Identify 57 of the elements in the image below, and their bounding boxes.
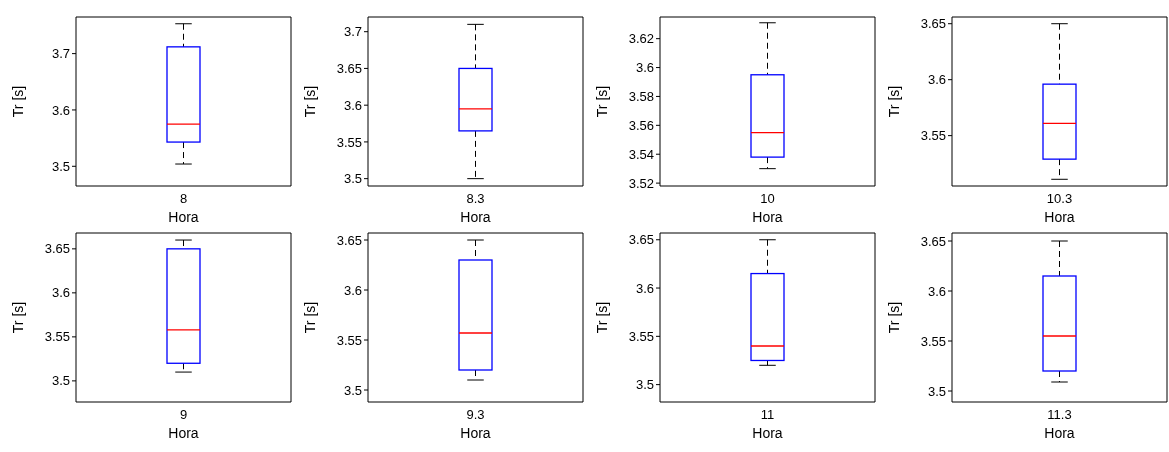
x-tick-label: 11 bbox=[760, 407, 775, 423]
y-tick-label: 3.5 bbox=[51, 373, 70, 389]
y-tick-label: 3.55 bbox=[920, 333, 946, 349]
y-tick-label: 3.6 bbox=[635, 280, 654, 296]
y-tick-label: 3.56 bbox=[628, 117, 654, 133]
y-tick-label: 3.65 bbox=[920, 233, 946, 249]
y-tick-label: 3.55 bbox=[920, 128, 946, 144]
x-tick-label: 10 bbox=[760, 191, 775, 207]
x-axis-title: Hora bbox=[1044, 209, 1075, 225]
x-tick-label: 10.3 bbox=[1046, 191, 1073, 207]
x-axis-title: Hora bbox=[1044, 425, 1075, 441]
x-tick-label: 9 bbox=[179, 407, 188, 423]
y-tick-label: 3.7 bbox=[51, 46, 70, 62]
x-axis-title: Hora bbox=[168, 425, 199, 441]
y-tick-label: 3.6 bbox=[635, 60, 654, 76]
x-tick-label: 11.3 bbox=[1047, 407, 1072, 423]
y-tick-label: 3.5 bbox=[635, 377, 654, 393]
y-axis-title: Tr [s] bbox=[9, 301, 26, 334]
y-tick-label: 3.6 bbox=[51, 285, 70, 301]
y-tick-label: 3.65 bbox=[336, 232, 362, 248]
x-axis-title: Hora bbox=[752, 425, 783, 441]
y-axis-title: Tr [s] bbox=[301, 301, 318, 334]
x-tick-label: 9.3 bbox=[466, 407, 485, 423]
y-tick-label: 3.55 bbox=[44, 329, 70, 345]
x-axis-title: Hora bbox=[168, 209, 199, 225]
y-tick-label: 3.55 bbox=[336, 134, 362, 150]
x-axis-title: Hora bbox=[460, 425, 491, 441]
y-tick-label: 3.6 bbox=[343, 97, 362, 113]
y-tick-label: 3.58 bbox=[628, 89, 654, 105]
y-tick-label: 3.54 bbox=[628, 146, 654, 162]
y-axis-title: Tr [s] bbox=[593, 301, 610, 334]
y-tick-label: 3.7 bbox=[343, 24, 362, 40]
y-tick-label: 3.6 bbox=[927, 283, 946, 299]
y-tick-label: 3.5 bbox=[51, 158, 70, 174]
y-tick-label: 3.6 bbox=[51, 102, 70, 118]
y-axis-title: Tr [s] bbox=[885, 301, 902, 334]
y-tick-label: 3.6 bbox=[927, 72, 946, 88]
y-tick-label: 3.5 bbox=[343, 171, 362, 187]
y-axis-title: Tr [s] bbox=[885, 85, 902, 118]
y-tick-label: 3.55 bbox=[336, 332, 362, 348]
y-axis-title: Tr [s] bbox=[593, 85, 610, 118]
y-tick-label: 3.55 bbox=[628, 328, 654, 344]
y-tick-label: 3.5 bbox=[343, 382, 362, 398]
y-axis-title: Tr [s] bbox=[301, 85, 318, 118]
y-tick-label: 3.65 bbox=[920, 16, 946, 32]
y-tick-label: 3.52 bbox=[628, 175, 654, 191]
y-tick-label: 3.62 bbox=[628, 31, 654, 47]
y-tick-label: 3.65 bbox=[44, 241, 70, 257]
x-axis-title: Hora bbox=[460, 209, 491, 225]
y-tick-label: 3.6 bbox=[343, 282, 362, 298]
y-tick-label: 3.5 bbox=[927, 383, 946, 399]
x-axis-title: Hora bbox=[752, 209, 783, 225]
x-tick-label: 8.3 bbox=[466, 191, 485, 207]
y-axis-title: Tr [s] bbox=[9, 85, 26, 118]
x-tick-label: 8 bbox=[179, 191, 188, 207]
y-tick-label: 3.65 bbox=[336, 61, 362, 77]
y-tick-label: 3.65 bbox=[628, 232, 654, 248]
